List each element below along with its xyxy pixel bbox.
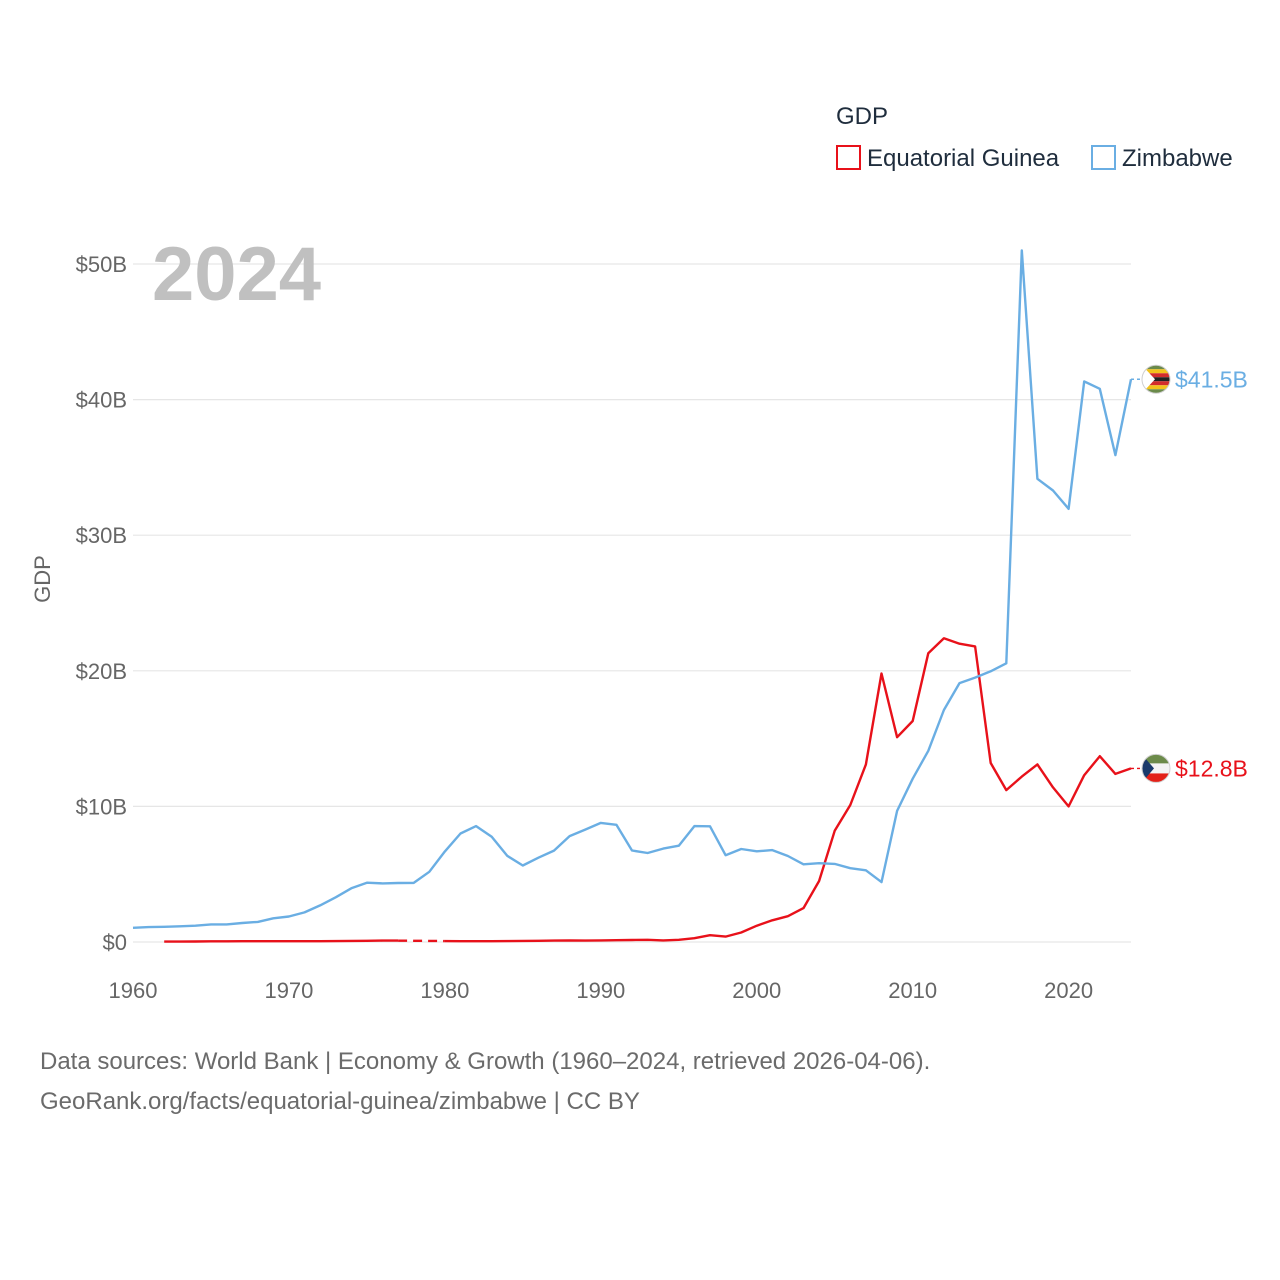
series-line-equatorial-guinea-1	[444, 637, 1132, 943]
source-line-1: Data sources: World Bank | Economy & Gro…	[40, 1048, 931, 1075]
legend-label-zimbabwe: Zimbabwe	[1122, 145, 1233, 172]
legend-swatch-equatorial-guinea	[836, 145, 861, 170]
x-tick-label-2000: 2000	[732, 978, 781, 1003]
legend-item-equatorial-guinea[interactable]: Equatorial Guinea	[836, 145, 1060, 172]
legend-swatch-zimbabwe	[1091, 145, 1116, 170]
end-marker-equatorial-guinea	[1141, 753, 1171, 783]
gridlines	[133, 263, 1131, 943]
y-tick-label-30: $30B	[76, 523, 127, 548]
series-endpoints: $12.8B $41.5B	[1131, 364, 1248, 783]
y-tick-label-20: $20B	[76, 659, 127, 684]
series-line-zimbabwe	[132, 249, 1133, 929]
end-marker-zimbabwe	[1141, 364, 1171, 394]
x-tick-label-2010: 2010	[888, 978, 937, 1003]
x-tick-label-1990: 1990	[576, 978, 625, 1003]
x-tick-label-1960: 1960	[109, 978, 158, 1003]
end-label-zimbabwe: $41.5B	[1175, 366, 1248, 392]
source-note: Data sources: World Bank | Economy & Gro…	[40, 1042, 930, 1122]
y-tick-label-50: $50B	[76, 252, 127, 277]
series-line-equatorial-guinea	[164, 939, 399, 943]
source-line-2: GeoRank.org/facts/equatorial-guinea/zimb…	[40, 1088, 640, 1115]
x-tick-label-2020: 2020	[1044, 978, 1093, 1003]
flag-icon-equatorial-guinea	[1142, 754, 1170, 783]
legend: GDP Equatorial Guinea Zimbabwe	[836, 103, 1233, 172]
legend-title: GDP	[836, 103, 888, 130]
legend-label-equatorial-guinea: Equatorial Guinea	[867, 145, 1060, 172]
y-axis-title: GDP	[30, 555, 55, 603]
flag-icon-zimbabwe	[1142, 365, 1170, 394]
y-tick-label-40: $40B	[76, 388, 127, 413]
gdp-line-chart: $0 $10B $20B $30B $40B $50B 1960 1970 1980 1990 2…	[30, 103, 1248, 1003]
year-label: 2024	[152, 232, 321, 317]
legend-item-zimbabwe[interactable]: Zimbabwe	[1091, 145, 1233, 172]
x-axis-ticks: 1960 1970 1980 1990 2000 2010 2020	[109, 978, 1094, 1003]
x-tick-label-1970: 1970	[264, 978, 313, 1003]
end-label-equatorial-guinea: $12.8B	[1175, 755, 1248, 781]
y-tick-label-0: $0	[103, 930, 127, 955]
y-tick-label-10: $10B	[76, 794, 127, 819]
series-lines	[132, 249, 1133, 943]
y-axis-ticks: $0 $10B $20B $30B $40B $50B	[76, 252, 127, 955]
x-tick-label-1980: 1980	[420, 978, 469, 1003]
